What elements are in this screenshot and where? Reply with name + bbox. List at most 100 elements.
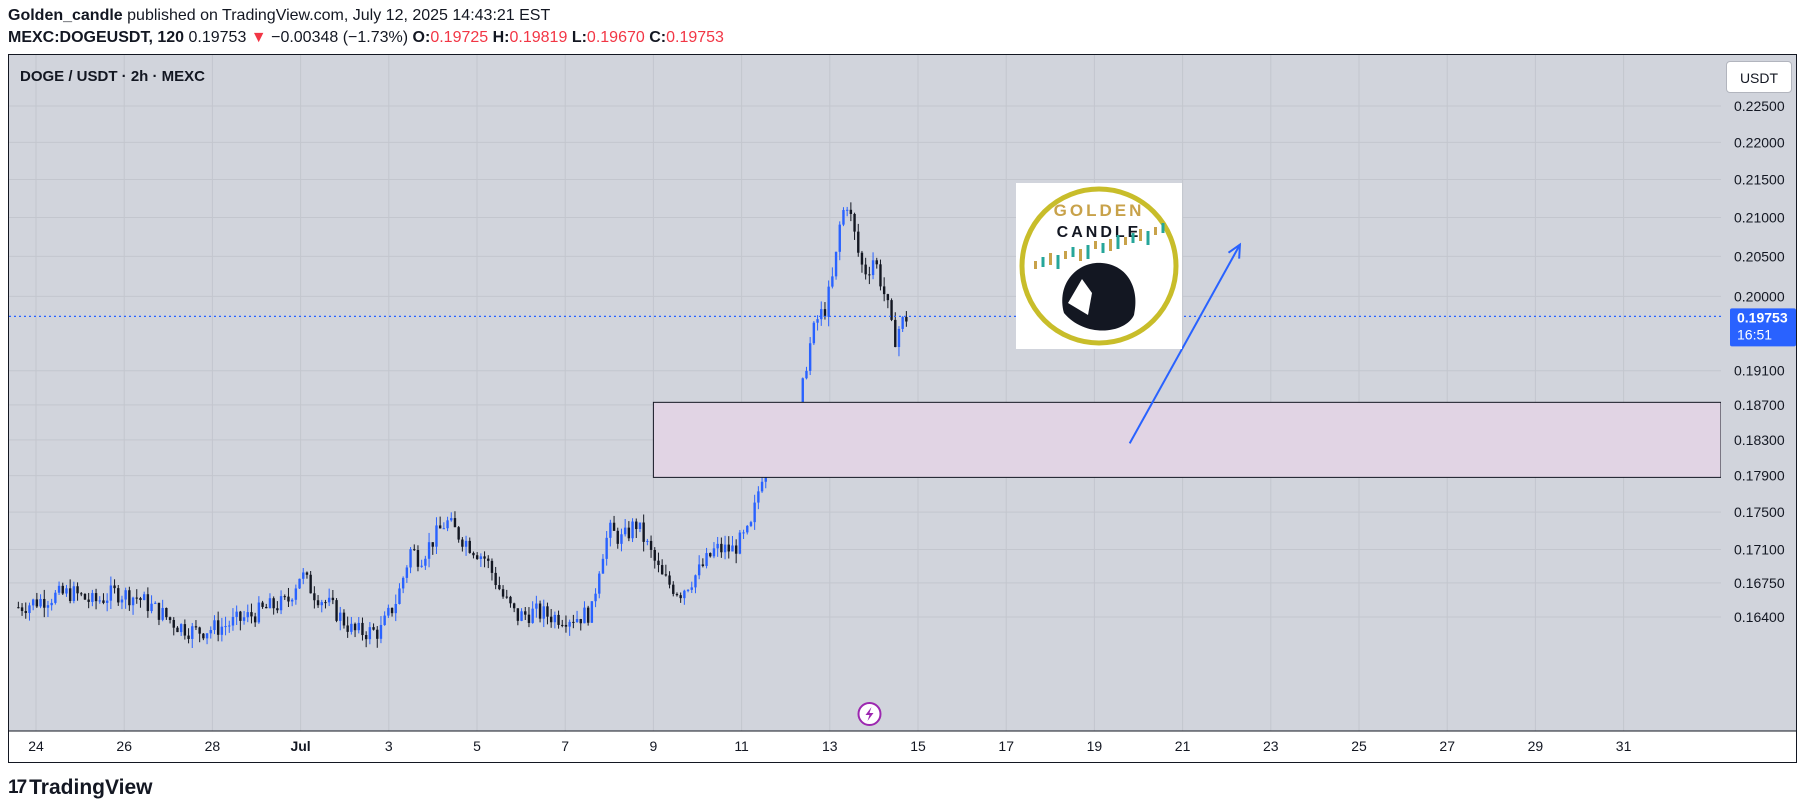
candle-body-161 — [612, 522, 616, 531]
candle-body-38 — [157, 602, 161, 620]
candle-body-139 — [531, 608, 534, 623]
candle-body-79 — [309, 574, 312, 594]
candle-body-6 — [39, 598, 42, 607]
candle-body-193 — [731, 545, 734, 552]
candle-body-158 — [601, 558, 605, 574]
candle-body-141 — [538, 603, 542, 619]
candle-body-173 — [657, 560, 660, 566]
y-tick-11: 0.17100 — [1734, 541, 1785, 557]
author-name[interactable]: Golden_candle — [8, 7, 123, 24]
candle-body-179 — [679, 595, 682, 599]
candle-body-45 — [183, 624, 187, 636]
published-text: published on TradingView.com, July 12, 2… — [122, 7, 551, 24]
x-tick-12: 19 — [1087, 738, 1103, 754]
logo-mini-candle-5 — [1071, 247, 1075, 257]
candle-body-68 — [268, 598, 272, 609]
candle-body-109 — [420, 565, 423, 567]
candle-body-34 — [142, 594, 146, 601]
candle-body-129 — [494, 572, 497, 586]
candle-body-28 — [120, 599, 124, 603]
candle-body-169 — [642, 522, 645, 542]
candle-body-101 — [390, 607, 394, 614]
candle-body-223 — [842, 210, 845, 225]
logo-mini-candle-16 — [1154, 227, 1157, 235]
candle-body-218 — [823, 309, 827, 317]
candle-body-86 — [335, 600, 338, 621]
candle-body-123 — [472, 552, 475, 556]
candle-body-199 — [753, 502, 756, 523]
projection-arrow-head — [1227, 242, 1242, 259]
candle-body-146 — [557, 614, 560, 625]
candle-body-216 — [816, 319, 819, 323]
candle-body-10 — [54, 592, 57, 603]
candle-body-137 — [524, 611, 527, 615]
y-tick-7: 0.18700 — [1734, 397, 1785, 413]
ohlc-line: MEXC:DOGEUSDT, 120 0.19753 ▼ −0.00348 (−… — [8, 29, 724, 47]
candle-body-132 — [505, 596, 508, 598]
currency-button[interactable]: USDT — [1726, 61, 1792, 93]
x-tick-2: 28 — [205, 738, 221, 754]
open-value: 0.19725 — [430, 29, 489, 46]
tradingview-wordmark: TradingView — [29, 776, 153, 799]
chart-symbol-label: DOGE / USDT · 2h · MEXC — [20, 68, 206, 85]
x-tick-7: 9 — [650, 738, 658, 754]
x-tick-4: 3 — [385, 738, 393, 754]
candle-body-72 — [283, 596, 286, 598]
candle-body-190 — [720, 543, 723, 553]
candle-body-187 — [709, 553, 712, 557]
candle-body-41 — [168, 617, 172, 620]
high-label: H: — [492, 29, 510, 46]
candle-body-56 — [224, 626, 227, 628]
candle-body-88 — [342, 612, 346, 626]
candle-body-98 — [379, 624, 383, 639]
symbol-interval: MEXC:DOGEUSDT, 120 — [8, 29, 185, 46]
candle-body-96 — [372, 627, 375, 630]
candle-body-11 — [57, 585, 61, 593]
candle-body-17 — [80, 593, 83, 595]
logo-text-candle: CANDLE — [1057, 224, 1142, 241]
tradingview-logo[interactable]: 17 TradingView — [8, 776, 152, 800]
candle-body-150 — [572, 621, 575, 623]
candle-body-151 — [575, 619, 579, 623]
candle-body-185 — [701, 564, 705, 566]
candle-body-177 — [672, 584, 675, 594]
tradingview-mark-icon: 17 — [8, 777, 27, 798]
logo-mini-candle-0 — [1034, 261, 1037, 269]
candle-body-221 — [834, 251, 838, 277]
chart-area[interactable]: GOLDEN CANDLE 0.22500 0.22000 0.21500 0.21000… — [8, 54, 1797, 763]
candle-body-170 — [646, 540, 649, 542]
candle-body-191 — [723, 544, 727, 553]
candle-body-115 — [442, 528, 446, 530]
candle-body-106 — [409, 549, 412, 568]
candle-body-152 — [579, 619, 582, 624]
candle-body-224 — [845, 209, 849, 211]
candle-body-65 — [257, 602, 261, 623]
candle-body-116 — [446, 520, 449, 529]
candle-body-176 — [668, 575, 671, 585]
x-tick-17: 29 — [1528, 738, 1544, 754]
candle-body-95 — [368, 627, 372, 640]
logo-mini-candle-10 — [1109, 239, 1112, 251]
candle-body-87 — [339, 612, 342, 621]
candle-body-16 — [76, 586, 79, 594]
logo-mini-candle-3 — [1056, 255, 1060, 269]
x-tick-1: 26 — [116, 738, 132, 754]
logo-mini-candle-8 — [1094, 241, 1097, 249]
candle-body-143 — [546, 606, 549, 617]
candle-body-53 — [213, 620, 216, 631]
candle-body-222 — [838, 224, 841, 252]
candle-body-19 — [87, 599, 90, 602]
x-tick-18: 31 — [1616, 738, 1632, 754]
candle-body-155 — [590, 601, 594, 623]
candle-body-71 — [279, 596, 283, 611]
price-change: −0.00348 (−1.73%) — [271, 29, 409, 46]
lion-face — [1068, 279, 1092, 315]
time-scale-bg — [9, 731, 1796, 762]
candle-body-75 — [294, 588, 298, 600]
y-tick-4: 0.20500 — [1734, 248, 1785, 264]
price-scale-bg — [1721, 55, 1796, 762]
candle-body-212 — [801, 378, 804, 406]
price-chart[interactable]: GOLDEN CANDLE 0.22500 0.22000 0.21500 0.21000… — [9, 55, 1797, 763]
logo-mini-candle-14 — [1139, 229, 1142, 241]
candle-body-231 — [871, 260, 875, 276]
